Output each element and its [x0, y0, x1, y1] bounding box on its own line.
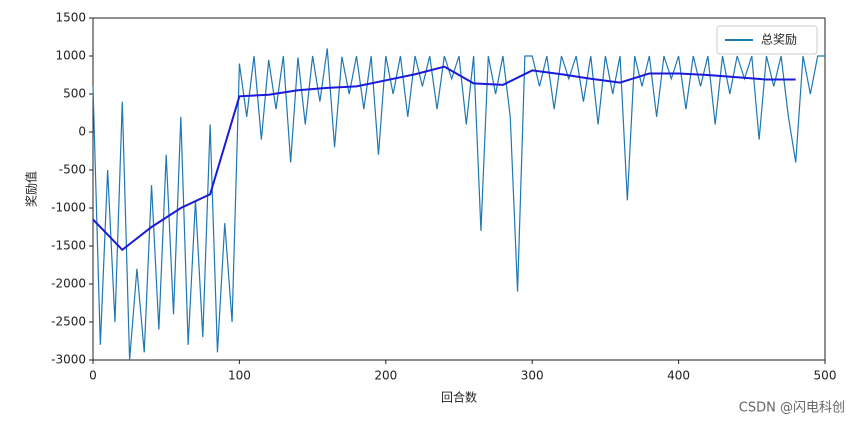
x-axis-label: 回合数 [441, 390, 477, 405]
y-tick-label: -1000 [51, 201, 86, 215]
x-tick-label: 400 [667, 369, 690, 383]
plot-frame [92, 17, 826, 361]
y-tick-label: -2000 [51, 277, 86, 291]
y-tick-label: -1500 [51, 239, 86, 253]
y-tick-label: 500 [63, 87, 86, 101]
y-tick-label: 1000 [55, 49, 86, 63]
y-tick-label: -3000 [51, 353, 86, 367]
y-tick-label: 0 [78, 125, 86, 139]
series-line [92, 65, 796, 252]
x-tick-label: 300 [521, 369, 544, 383]
x-tick-label: 100 [228, 369, 251, 383]
y-tick-label: -500 [59, 163, 86, 177]
y-tick-label: -2500 [51, 315, 86, 329]
footer: CSDN @闪电科创 [739, 401, 845, 416]
y-axis-label: 奖励值 [24, 171, 39, 207]
x-tick-label: 0 [89, 369, 97, 383]
series-line [92, 48, 825, 361]
legend-box [716, 25, 818, 55]
legend-label: 总奖励 [761, 33, 797, 47]
y-tick-label: 1500 [55, 11, 86, 25]
x-tick-label: 200 [374, 369, 397, 383]
x-tick-label: 500 [814, 369, 837, 383]
